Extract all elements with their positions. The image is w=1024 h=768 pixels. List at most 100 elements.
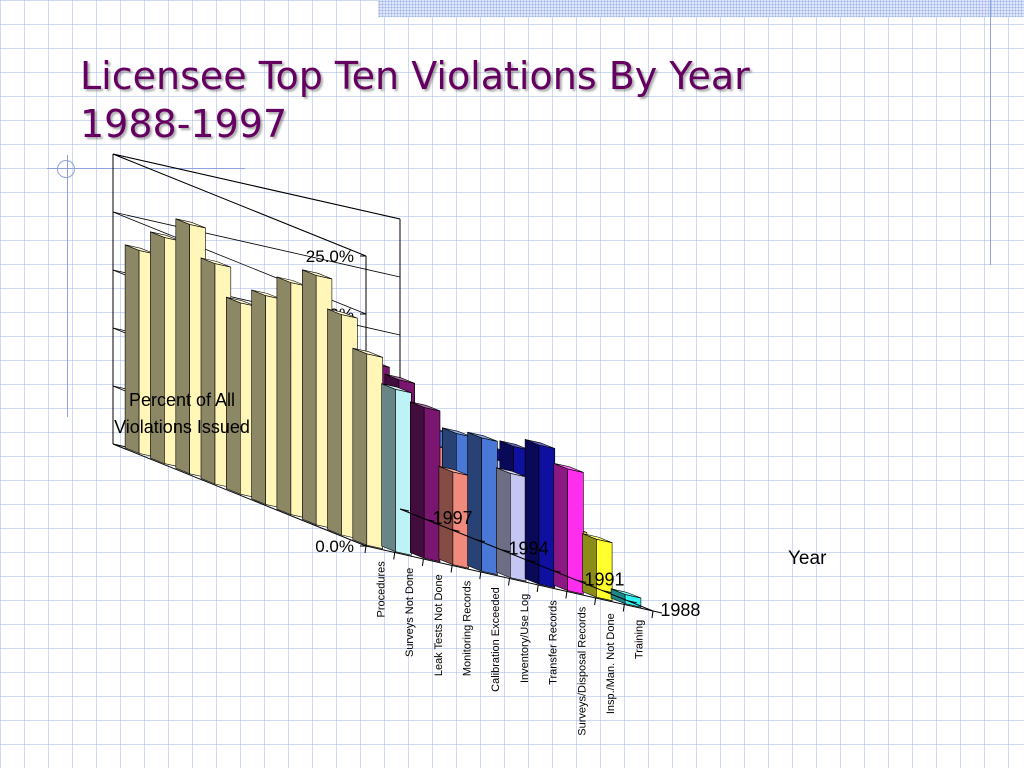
bar-left-face [352,347,368,546]
category-tick-label: Procedures [375,561,387,618]
year-axis-tick [425,518,435,522]
category-axis-tick [622,604,625,612]
category-tick-label: Monitoring Records [461,580,473,676]
bar-top-face [251,289,282,300]
category-axis-tick [450,565,453,573]
bar-front-face [481,437,498,576]
bar-top-face [496,467,527,478]
bar [381,383,412,556]
bar-left-face [327,308,342,536]
year-tick-label: 1988 [660,600,700,620]
category-tick-label: Inventory/Use Log [519,594,531,683]
bar-front-face [509,472,527,582]
bar [553,462,584,595]
bar-front-face [366,353,383,550]
bar-top-face [302,269,333,280]
bar-top-face [276,276,307,287]
bar-left-face [276,276,292,516]
category-tick-label: Leak Tests Not Done [433,574,445,676]
gridline [112,211,401,278]
bar-top-face [610,588,642,599]
value-axis-title-line: Percent of All [129,390,235,410]
gridline [112,153,401,220]
slide-title: Licensee Top Ten Violations By Year 1988… [80,52,750,148]
decorative-circle-icon [57,160,75,178]
category-axis-tick [508,578,510,586]
bar [409,401,441,563]
year-tick-label: 1991 [584,569,624,589]
decorative-right-rule [990,0,991,265]
value-axis-title-line: Violations Issued [114,417,250,437]
value-axis-title: Percent of All Violations Issued [114,390,250,437]
category-tick-label: Calibration Exceeded [490,587,502,692]
year-axis-tick [652,610,663,614]
bar-left-face [495,467,511,579]
bar [438,465,469,569]
bar-top-face [352,347,383,358]
category-tick-label: Insp./Man. Not Done [605,613,617,714]
year-axis-tick [576,579,587,583]
gridline [112,153,367,257]
slide-title-line1: Licensee Top Ten Violations By Year [80,54,750,98]
year-axis-labels: 1988 1991 1994 1997 [399,508,700,620]
bar-front-face [395,388,412,556]
decorative-left-rule [67,155,68,417]
slide-title-line2: 1988-1997 [80,102,288,146]
category-tick-label: Transfer Records [548,600,560,685]
bar-top-face [226,296,257,307]
bar-left-face [251,289,266,505]
year-axis-tick [475,539,486,543]
bar-left-face [200,257,216,485]
bar [467,431,498,576]
year-axis-tick [501,549,511,553]
year-tick-label: 1997 [433,508,473,528]
value-tick-label: 0.0% [315,537,354,556]
year-axis-tick [551,569,561,573]
category-axis-tick [393,552,396,560]
value-tick-label: 25.0% [306,247,354,266]
category-axis-tick [594,597,597,606]
category-axis-tick [565,591,568,599]
bar-top-face [442,427,473,438]
year-axis-tick [450,528,460,532]
category-axis-tick [479,571,482,580]
bar-top-face [150,231,181,242]
category-tick-label: Surveys Not Done [404,568,416,657]
bar-top-face [499,440,530,451]
category-axis-labels: Procedures Surveys Not Done Leak Tests Not… [364,545,654,736]
bar-left-face [301,269,317,526]
bar-front-face [423,407,441,563]
bar-top-face [553,463,584,473]
bar-top-face [582,533,613,543]
floor-left-edge [112,443,367,547]
year-axis-tick [526,559,536,563]
bar [495,467,527,582]
year-axis-tick [399,508,410,512]
bar-left-face [381,383,396,553]
year-tick-label: 1994 [509,539,549,559]
bar [582,533,613,602]
bar-top-face [524,439,555,449]
bar-front-face [567,468,584,595]
category-tick-label: Training [634,620,646,659]
category-axis-tick [651,610,654,619]
chart-bars [124,218,642,608]
category-axis-tick [364,545,367,554]
bar-left-face [467,431,482,572]
bar-top-face [381,383,412,394]
bar-top-face [410,401,441,412]
category-tick-label: Surveys/Disposal Records [576,606,588,735]
year-axis-title: Year [788,548,827,569]
year-axis-tick [627,600,637,604]
bar-top-face [124,244,156,255]
category-axis-tick [421,558,424,567]
bar-top-face [175,218,206,229]
decorative-title-underline [47,168,245,169]
bar-top-face [438,466,469,476]
category-axis-tick [536,584,539,593]
bar-top-face [384,373,415,384]
bar-top-face [327,308,358,319]
bar-left-face [409,401,425,559]
bar-top-face [467,431,498,442]
